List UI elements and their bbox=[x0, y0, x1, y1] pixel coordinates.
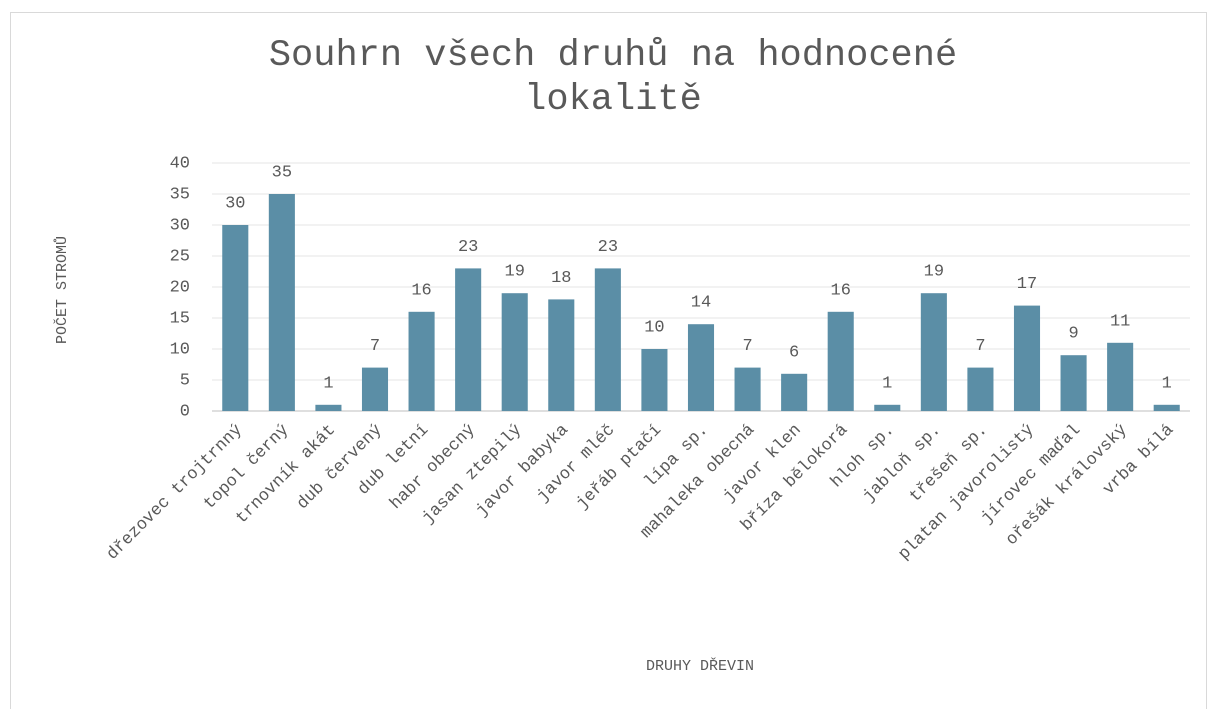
bar bbox=[1013, 305, 1041, 411]
bar bbox=[315, 404, 342, 411]
bar bbox=[268, 194, 295, 411]
data-label: 23 bbox=[458, 238, 478, 257]
data-label: 17 bbox=[1017, 275, 1037, 294]
data-label: 10 bbox=[644, 318, 664, 337]
data-label: 7 bbox=[370, 337, 380, 356]
y-axis-label: POČET STROMŮ bbox=[53, 236, 71, 344]
bar bbox=[687, 324, 715, 411]
data-label: 16 bbox=[411, 281, 431, 300]
bar bbox=[967, 367, 994, 411]
bar bbox=[874, 404, 901, 411]
bar bbox=[408, 311, 435, 411]
data-label: 23 bbox=[598, 238, 618, 257]
bar bbox=[361, 367, 389, 411]
data-label: 1 bbox=[1162, 374, 1172, 393]
data-label: 35 bbox=[272, 163, 292, 182]
y-tick-label: 0 bbox=[180, 402, 190, 421]
data-label: 30 bbox=[225, 194, 245, 213]
bar bbox=[734, 367, 761, 411]
y-tick-label: 25 bbox=[170, 247, 190, 266]
x-axis-label: DRUHY DŘEVIN bbox=[646, 657, 754, 675]
data-label: 19 bbox=[924, 263, 944, 282]
bar bbox=[222, 225, 249, 411]
y-tick-label: 30 bbox=[170, 216, 190, 235]
data-label: 9 bbox=[1068, 325, 1078, 344]
bar bbox=[827, 311, 854, 411]
data-label: 19 bbox=[505, 263, 525, 282]
data-label: 1 bbox=[323, 374, 333, 393]
bar bbox=[1060, 355, 1087, 411]
data-label: 7 bbox=[742, 337, 752, 356]
y-tick-label: 10 bbox=[170, 340, 190, 359]
bar bbox=[548, 299, 575, 411]
data-label: 7 bbox=[975, 337, 985, 356]
data-label: 11 bbox=[1110, 312, 1130, 331]
bar bbox=[501, 293, 528, 411]
chart-border bbox=[10, 12, 1207, 709]
chart-title: Souhrn všech druhů na hodnocené lokalitě bbox=[268, 35, 958, 121]
bar bbox=[641, 349, 668, 411]
y-tick-label: 35 bbox=[170, 185, 190, 204]
data-label: 16 bbox=[831, 281, 851, 300]
data-label: 1 bbox=[882, 374, 892, 393]
bar bbox=[1107, 342, 1134, 411]
y-tick-label: 15 bbox=[170, 309, 190, 328]
bar bbox=[594, 268, 621, 411]
y-tick-label: 20 bbox=[170, 278, 190, 297]
y-tick-label: 5 bbox=[180, 371, 190, 390]
bar bbox=[920, 293, 947, 411]
data-label: 14 bbox=[691, 294, 711, 313]
bar bbox=[781, 373, 808, 411]
data-label: 6 bbox=[789, 343, 799, 362]
bar bbox=[1153, 404, 1180, 411]
y-tick-label: 40 bbox=[170, 154, 190, 173]
bar bbox=[455, 268, 482, 411]
data-label: 18 bbox=[551, 269, 571, 288]
